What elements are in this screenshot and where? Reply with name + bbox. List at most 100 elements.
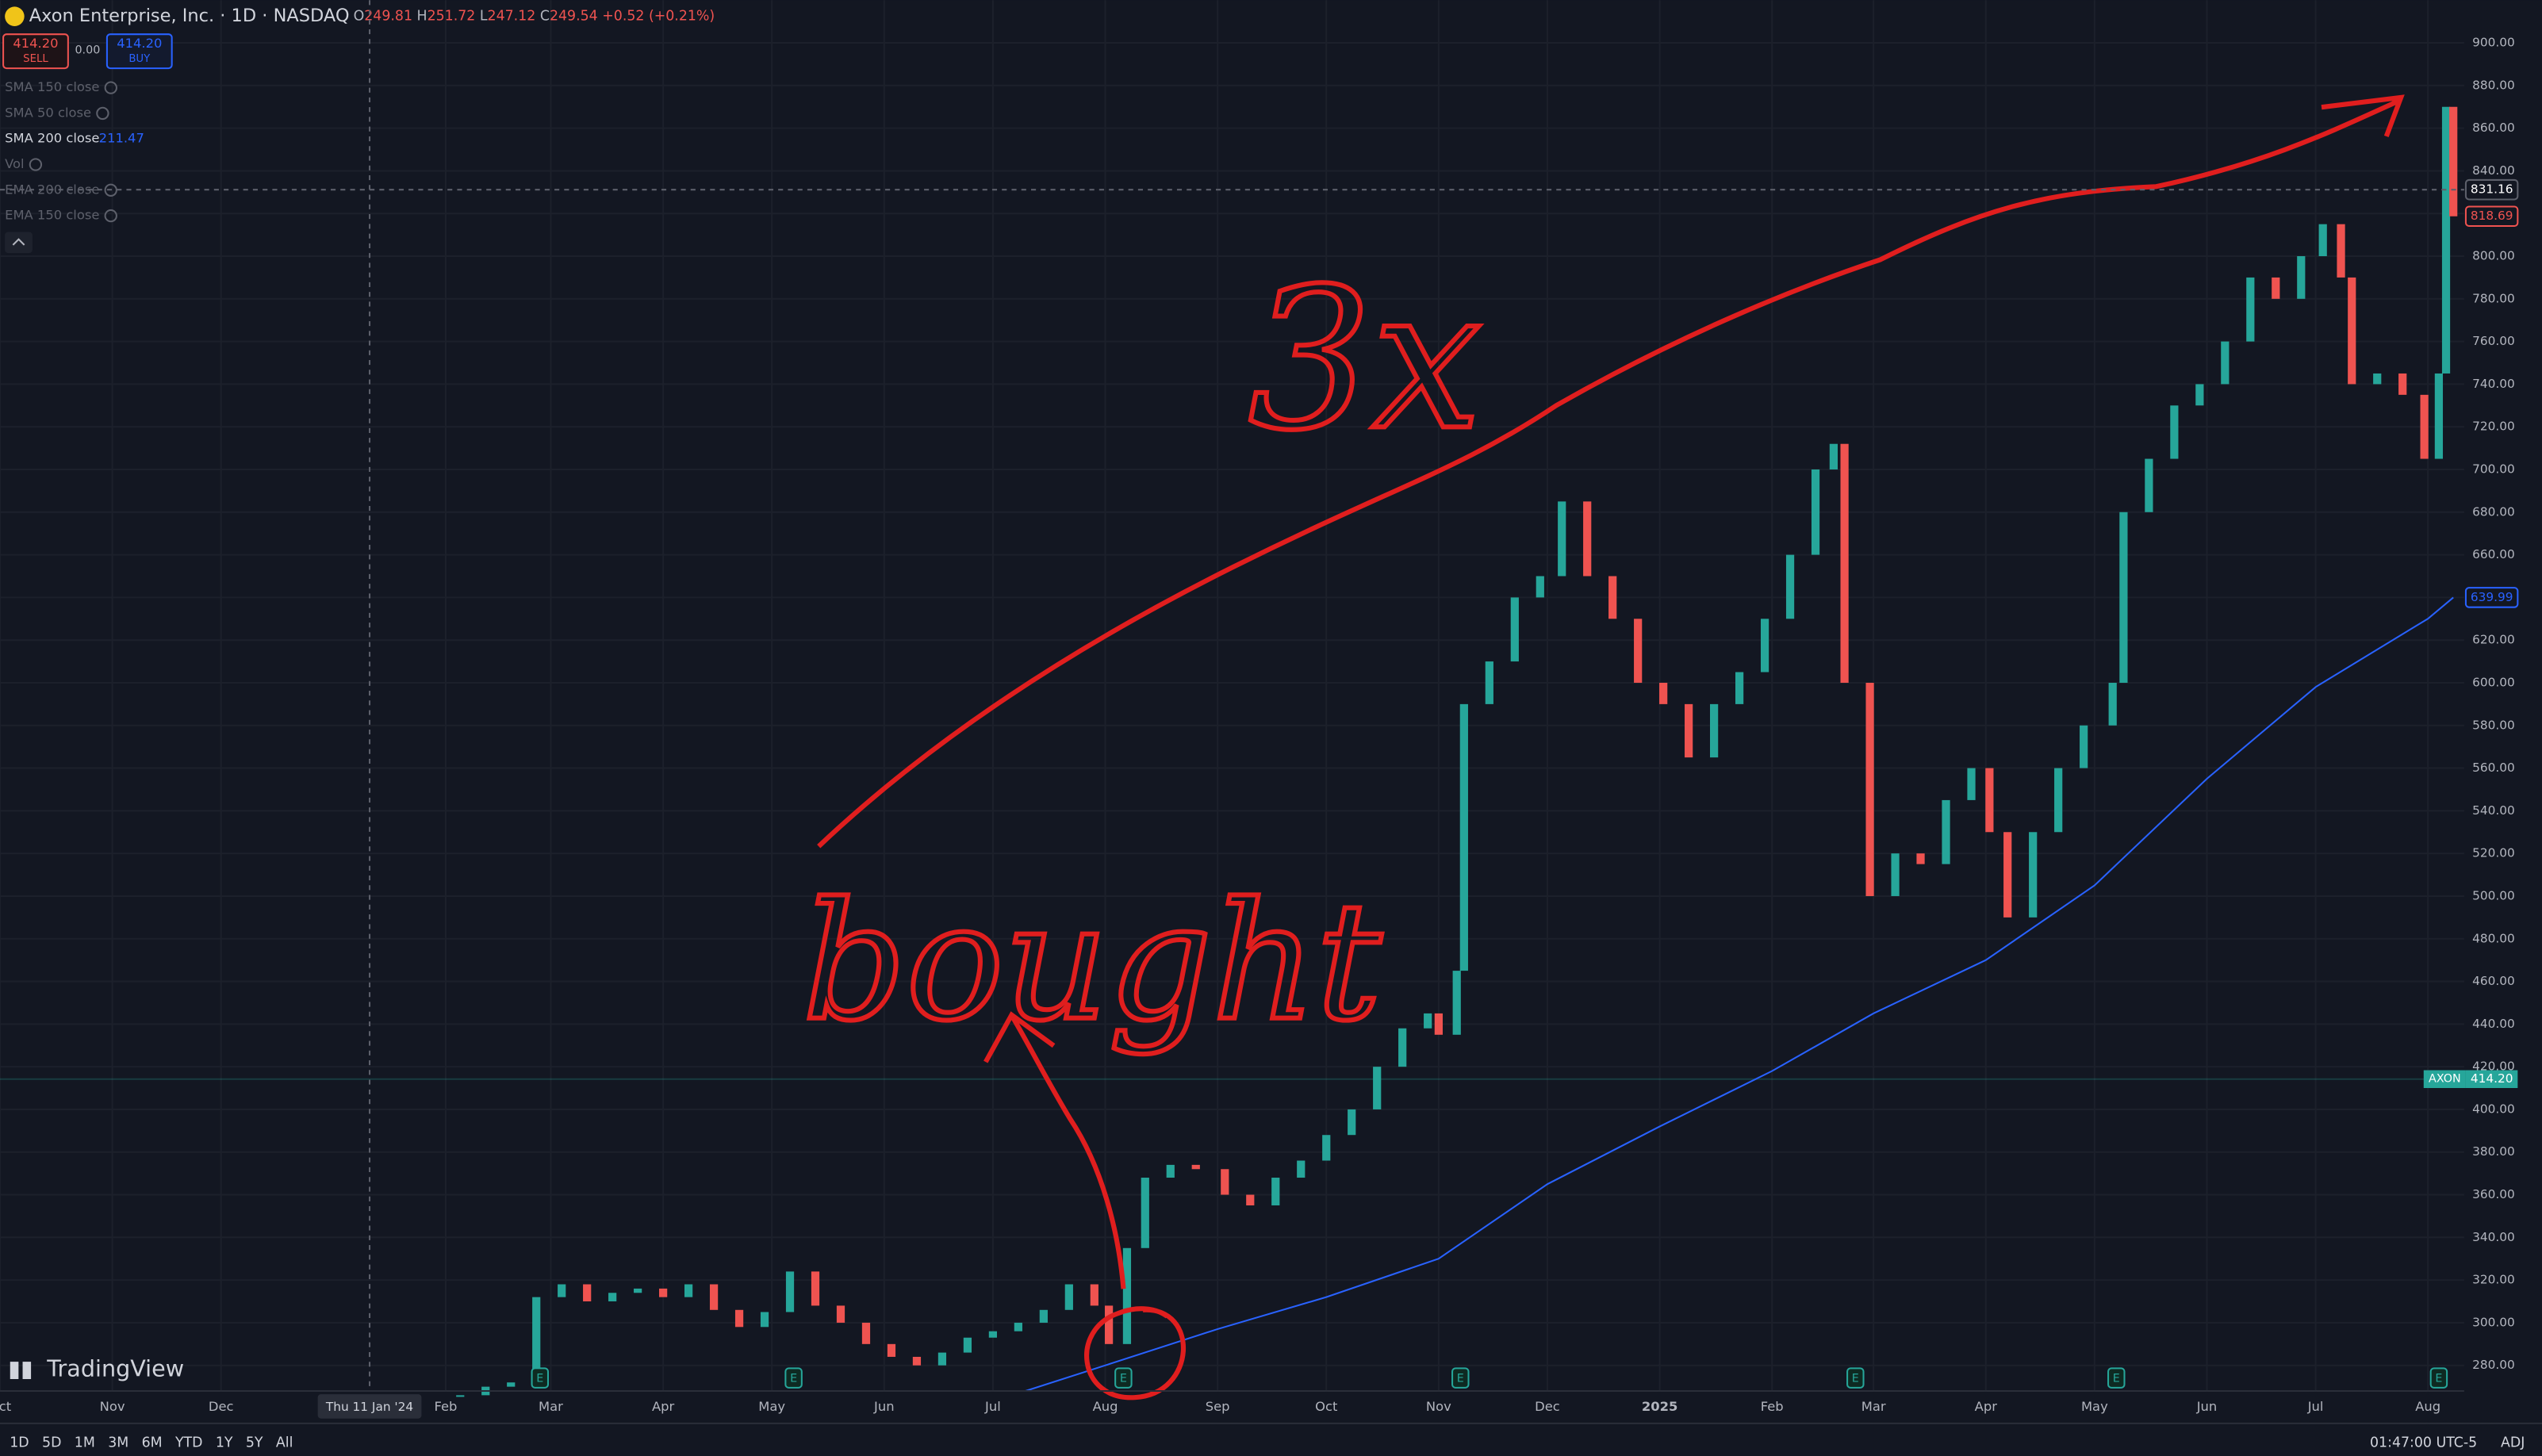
candle xyxy=(2420,394,2429,459)
ohlc-value: 247.12 xyxy=(488,9,536,25)
ohlc-key: H xyxy=(417,9,428,25)
ohlc-key: C xyxy=(540,9,550,25)
candle xyxy=(2108,682,2117,726)
y-tick-label: 900.00 xyxy=(2472,36,2515,50)
range-button[interactable]: YTD xyxy=(174,1435,203,1450)
y-tick-label: 740.00 xyxy=(2472,377,2515,391)
earnings-label: E xyxy=(1852,1373,1859,1385)
range-button[interactable]: 1D xyxy=(10,1435,29,1450)
y-tick-label: 320.00 xyxy=(2472,1273,2515,1287)
y-tick-label: 660.00 xyxy=(2472,547,2515,561)
y-tick-label: 620.00 xyxy=(2472,633,2515,647)
candle xyxy=(734,1309,744,1328)
candle xyxy=(1064,1284,1073,1310)
candle xyxy=(2119,512,2128,683)
earnings-label: E xyxy=(536,1373,543,1385)
spread: 0.00 xyxy=(75,44,100,57)
candle xyxy=(634,1288,642,1293)
candle xyxy=(1104,1305,1114,1344)
y-tick-label: 420.00 xyxy=(2472,1059,2515,1074)
candle xyxy=(2449,106,2458,216)
range-button[interactable]: 5D xyxy=(42,1435,61,1450)
sma-price: 639.99 xyxy=(2471,590,2513,604)
sell-button[interactable] xyxy=(2,33,69,70)
earnings-marker[interactable] xyxy=(2429,1367,2448,1389)
range-button[interactable]: 3M xyxy=(108,1435,128,1450)
crosshair-x-box xyxy=(317,1394,422,1419)
x-tick-label: Oct xyxy=(1315,1399,1338,1414)
earnings-marker[interactable] xyxy=(531,1367,550,1389)
candle xyxy=(1608,576,1617,619)
range-button[interactable]: 6M xyxy=(142,1435,163,1450)
x-tick-label: Nov xyxy=(100,1399,125,1414)
indicator-name: SMA 50 close xyxy=(5,105,91,120)
candle xyxy=(1297,1160,1306,1178)
ohlc-change: +0.52 (+0.21%) xyxy=(602,9,715,25)
visibility-icon[interactable] xyxy=(104,183,117,197)
candle xyxy=(2348,277,2356,385)
y-tick-label: 380.00 xyxy=(2472,1144,2515,1159)
candle xyxy=(1685,703,1693,758)
visibility-icon[interactable] xyxy=(29,158,43,171)
y-tick-label: 860.00 xyxy=(2472,121,2515,135)
buy-button[interactable] xyxy=(105,33,173,70)
candle xyxy=(1942,799,1950,864)
earnings-marker[interactable] xyxy=(784,1367,803,1389)
candle xyxy=(1785,554,1795,619)
candle xyxy=(988,1331,998,1338)
candle xyxy=(1322,1135,1331,1161)
candle xyxy=(2398,373,2407,395)
range-button[interactable]: 5Y xyxy=(246,1435,263,1450)
earnings-marker[interactable] xyxy=(1846,1367,1865,1389)
range-button[interactable]: 1Y xyxy=(216,1435,233,1450)
candle xyxy=(2297,256,2306,299)
sell-label: SELL xyxy=(23,53,48,65)
x-tick-label: Jun xyxy=(873,1399,895,1414)
earnings-marker[interactable] xyxy=(1114,1367,1133,1389)
indicator-list: SMA 150 close SMA 50 close SMA 200 close 21… xyxy=(5,79,144,222)
y-tick-label: 340.00 xyxy=(2472,1230,2515,1244)
visibility-icon[interactable] xyxy=(104,81,117,94)
candle xyxy=(583,1284,592,1302)
y-tick-label: 500.00 xyxy=(2472,888,2515,902)
range-button[interactable]: All xyxy=(276,1435,293,1450)
earnings-label: E xyxy=(1457,1373,1464,1385)
adj-button[interactable]: ADJ xyxy=(2501,1435,2525,1450)
range-button[interactable]: 1M xyxy=(75,1435,95,1450)
logo-text: TradingView xyxy=(46,1354,184,1381)
candle xyxy=(2029,832,2038,918)
ohlc-value: 251.72 xyxy=(428,9,476,25)
candle xyxy=(1891,853,1900,896)
visibility-icon[interactable] xyxy=(104,209,117,223)
visibility-icon[interactable] xyxy=(96,106,109,121)
buy-label: BUY xyxy=(128,53,151,65)
candle xyxy=(1985,768,1994,833)
candle xyxy=(1967,768,1976,800)
buy-price: 414.20 xyxy=(117,36,162,51)
collapse-icon xyxy=(12,238,25,246)
candle xyxy=(709,1284,719,1310)
candle xyxy=(1434,1013,1443,1035)
sma-line xyxy=(1025,596,2454,1392)
earnings-marker[interactable] xyxy=(1451,1367,1470,1389)
candle xyxy=(1735,672,1744,704)
earnings-marker[interactable] xyxy=(2107,1367,2126,1389)
x-tick-label: Aug xyxy=(1093,1399,1118,1414)
y-tick-label: 700.00 xyxy=(2472,462,2515,476)
candle xyxy=(1840,443,1849,683)
candle xyxy=(1090,1284,1098,1306)
y-tick-label: 880.00 xyxy=(2472,78,2515,92)
circle xyxy=(1084,1306,1187,1400)
y-tick-label: 440.00 xyxy=(2472,1017,2515,1031)
candle xyxy=(2246,277,2255,342)
collapse-button[interactable] xyxy=(5,232,33,254)
logo: ▮▮ xyxy=(8,1354,33,1381)
candle xyxy=(1014,1322,1022,1331)
earnings-label: E xyxy=(2113,1373,2120,1385)
ohlc-value: 249.54 xyxy=(550,9,598,25)
candle xyxy=(1459,703,1468,971)
ohlc-key: L xyxy=(480,9,488,25)
toolbar: 1D 5D 1M 3M 6M YTD 1Y 5Y All xyxy=(10,1435,293,1450)
candle xyxy=(1634,619,1643,683)
